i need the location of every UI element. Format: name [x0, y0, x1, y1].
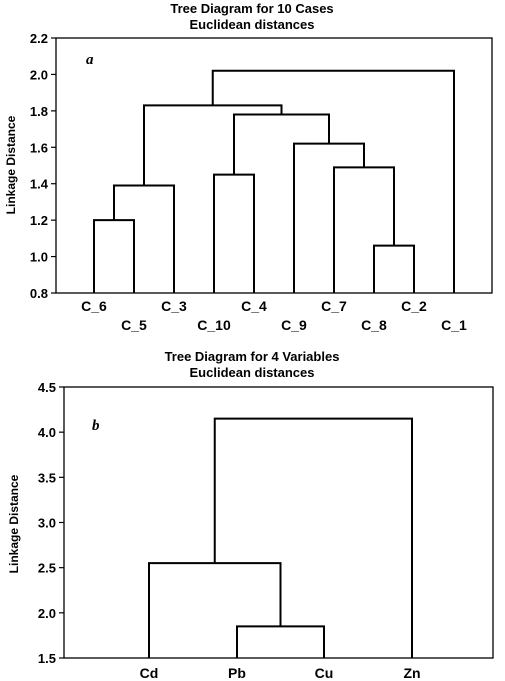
leaf-label: C_1 — [441, 317, 467, 333]
dendrogram-link — [93, 219, 135, 293]
leaf-label: C_5 — [121, 317, 147, 333]
dendrogram-link — [293, 142, 365, 293]
leaf-label: C_10 — [197, 317, 231, 333]
ytick-label: 4.5 — [38, 380, 56, 395]
dendrogram-link — [143, 104, 283, 186]
chart-a-title: Tree Diagram for 10 Cases — [170, 1, 333, 16]
leaf-label: C_2 — [401, 298, 427, 314]
chart-a-panel-label: a — [86, 52, 94, 68]
leaf-label: Cu — [315, 665, 334, 681]
chart-b-title: Tree Diagram for 4 Variables — [165, 349, 340, 364]
chart-b-links — [148, 417, 413, 658]
chart-a-links — [93, 69, 455, 293]
chart-b-leaf-labels: Cd Pb Cu Zn — [140, 665, 421, 681]
chart-b-plot-frame — [63, 386, 494, 659]
dendrogram-link — [373, 244, 415, 293]
dendrogram-link — [333, 166, 395, 293]
ytick-label: 1.5 — [38, 651, 56, 666]
dendrogram-link — [213, 417, 413, 658]
chart-a-leaf-labels: C_6 C_5 C_3 C_10 C_4 C_9 C_7 C_8 C_2 C_1 — [81, 298, 467, 333]
ytick-label: 0.8 — [30, 286, 48, 301]
dendrogram-link — [148, 562, 282, 658]
ytick-label: 1.2 — [30, 213, 48, 228]
chart-a-ylabel: Linkage Distance — [4, 115, 18, 214]
dendrogram-link — [113, 184, 175, 293]
chart-a: Tree Diagram for 10 Cases Euclidean dist… — [4, 1, 493, 333]
leaf-label: C_3 — [161, 298, 187, 314]
dendrogram-link — [211, 69, 455, 293]
chart-a-subtitle: Euclidean distances — [190, 17, 315, 32]
ytick-label: 3.0 — [38, 516, 56, 531]
ytick-label: 1.6 — [30, 140, 48, 155]
ytick-label: 2.0 — [30, 67, 48, 82]
leaf-label: C_6 — [81, 298, 107, 314]
chart-b-subtitle: Euclidean distances — [190, 365, 315, 380]
ytick-label: 1.8 — [30, 104, 48, 119]
leaf-label: C_9 — [281, 317, 307, 333]
ytick-label: 2.0 — [38, 606, 56, 621]
dendrogram-link — [236, 625, 325, 658]
ytick-label: 1.4 — [30, 177, 49, 192]
chart-b-yticks: 1.5 2.0 2.5 3.0 3.5 4.0 4.5 — [38, 380, 64, 666]
leaf-label: Pb — [228, 665, 246, 681]
chart-b-ylabel: Linkage Distance — [7, 474, 21, 573]
leaf-label: Zn — [403, 665, 420, 681]
chart-a-plot-frame — [55, 37, 493, 294]
leaf-label: Cd — [140, 665, 159, 681]
ytick-label: 2.5 — [38, 561, 56, 576]
dendrogram-link — [213, 173, 255, 293]
ytick-label: 4.0 — [38, 425, 56, 440]
ytick-label: 2.2 — [30, 31, 48, 46]
ytick-label: 1.0 — [30, 250, 48, 265]
chart-a-yticks: 0.8 1.0 1.2 1.4 1.6 1.8 2.0 2.2 — [30, 31, 56, 301]
chart-b-panel-label: b — [92, 418, 100, 434]
leaf-label: C_7 — [321, 298, 347, 314]
ytick-label: 3.5 — [38, 470, 56, 485]
leaf-label: C_4 — [241, 298, 267, 314]
chart-b: Tree Diagram for 4 Variables Euclidean d… — [7, 349, 494, 681]
leaf-label: C_8 — [361, 317, 387, 333]
